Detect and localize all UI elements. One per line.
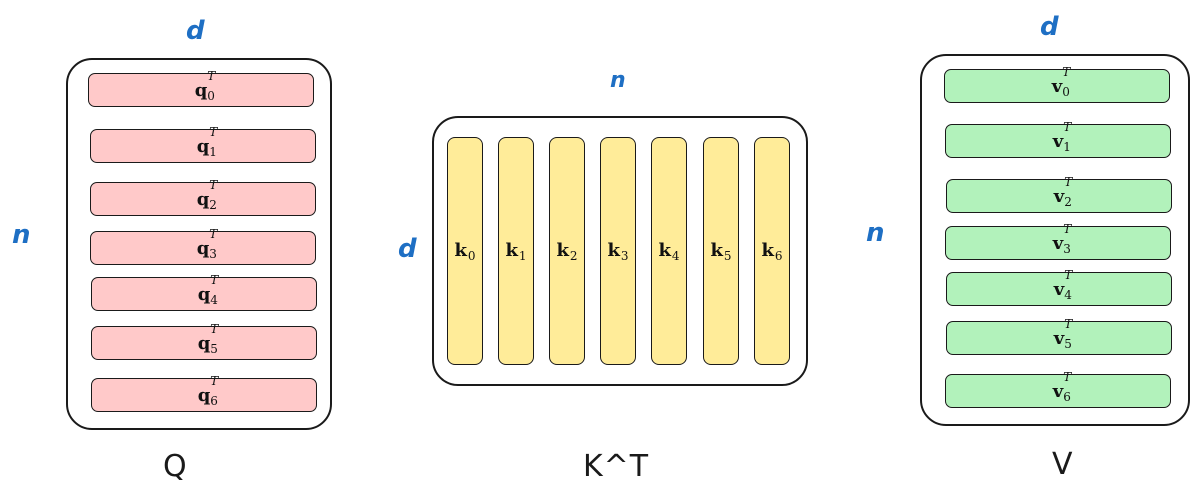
q-side-dim-label: n: [12, 220, 31, 250]
kt-column: k5: [703, 137, 739, 365]
kt-column: k0: [447, 137, 483, 365]
kt-top-dim-label: n: [610, 68, 626, 93]
kt-caption: K^T: [583, 449, 650, 484]
kt-column: k1: [498, 137, 534, 365]
v-side-dim-label: n: [866, 218, 885, 248]
q-top-dim-label: d: [186, 16, 205, 46]
kt-column: k3: [600, 137, 636, 365]
kt-column: k2: [549, 137, 585, 365]
kt-side-dim-label: d: [398, 234, 417, 264]
v-caption: V: [1052, 447, 1074, 482]
kt-column: k4: [651, 137, 687, 365]
q-caption: Q: [163, 449, 188, 484]
kt-column: k6: [754, 137, 790, 365]
v-top-dim-label: d: [1040, 12, 1059, 42]
